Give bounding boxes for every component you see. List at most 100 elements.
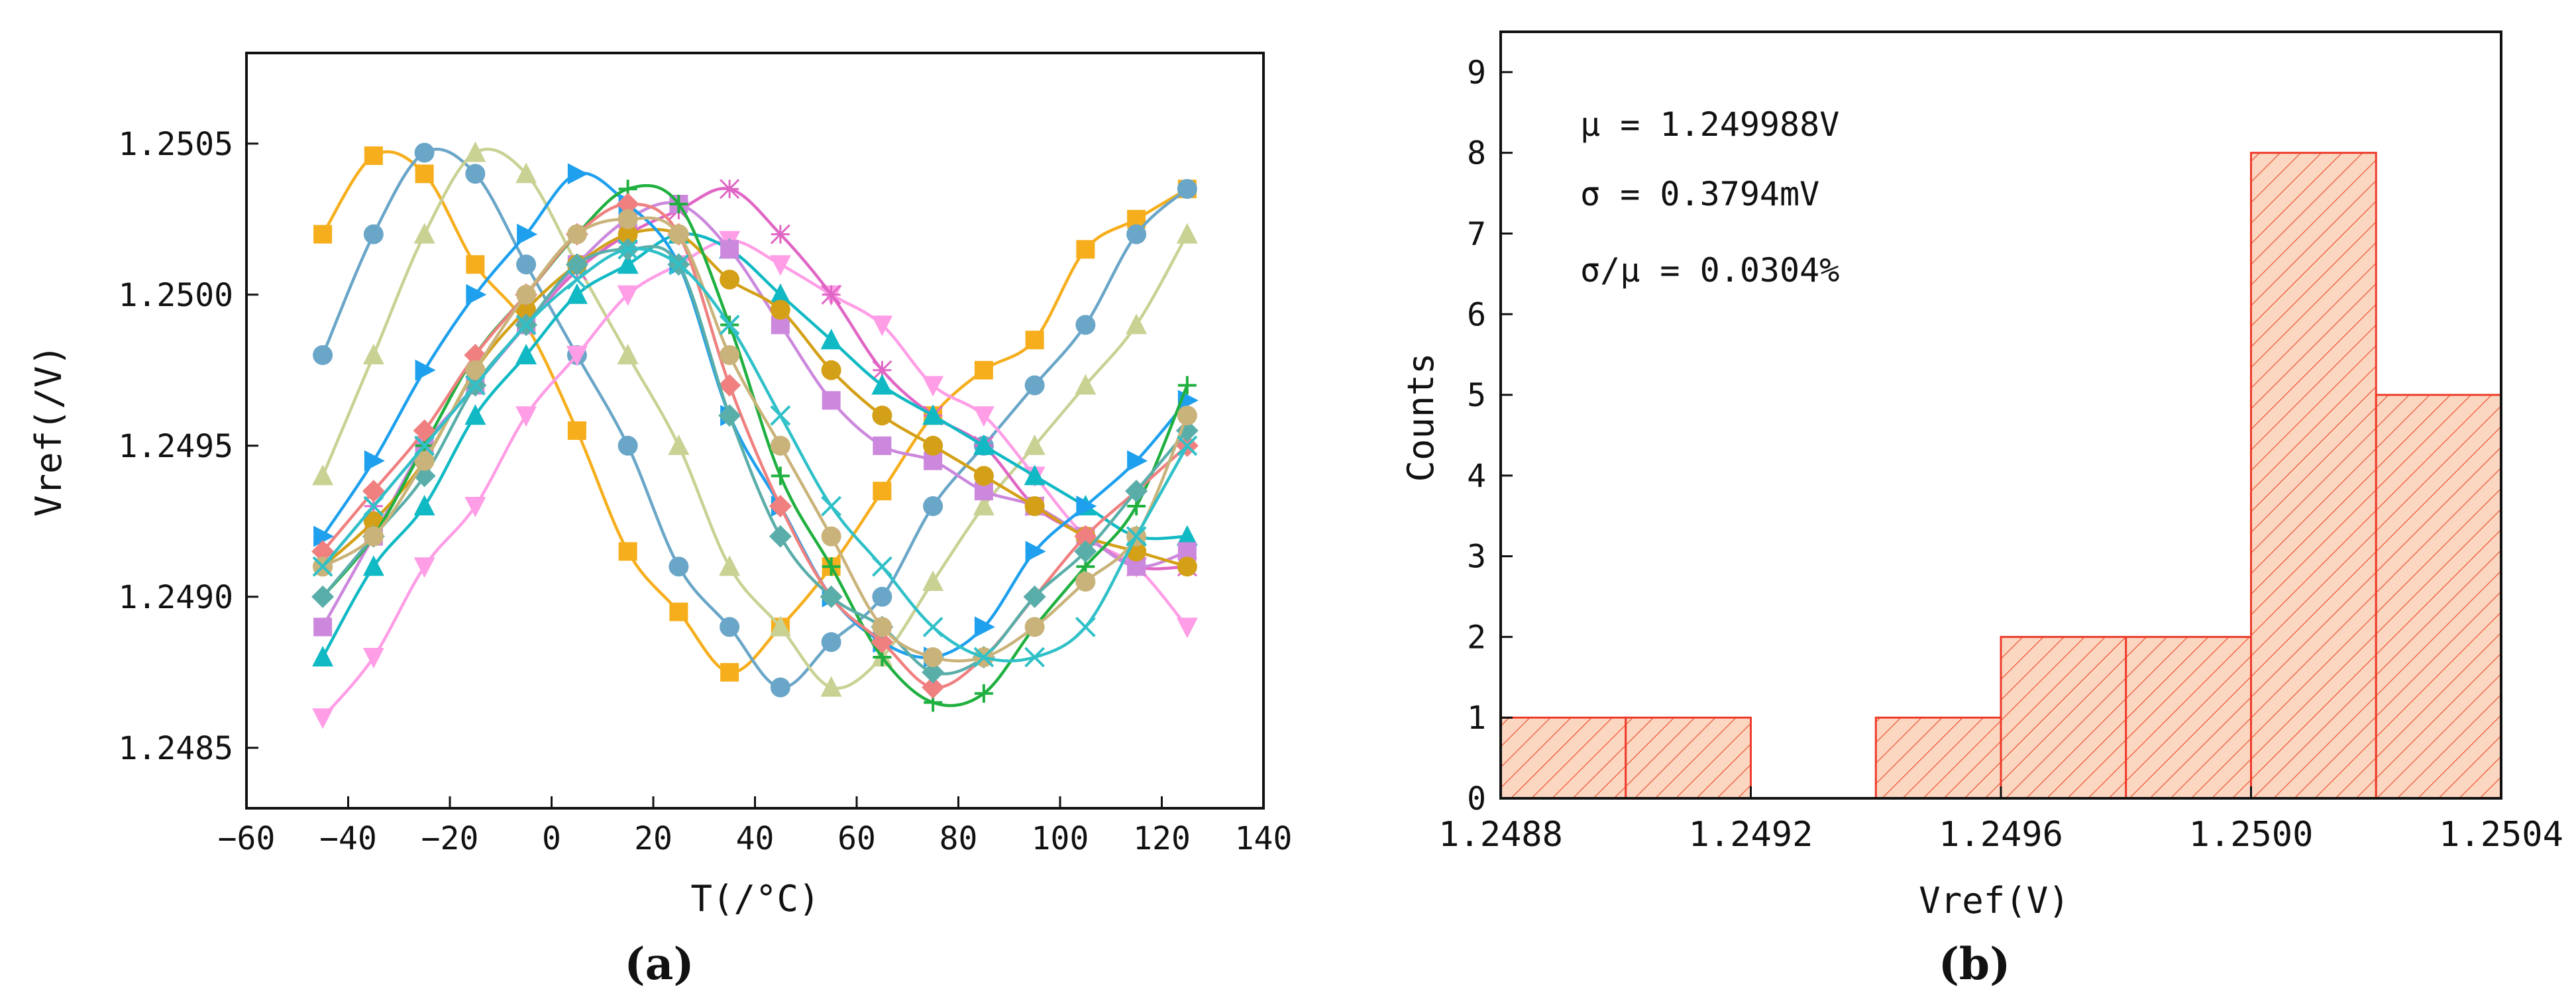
histogram-bar-hatch	[2000, 635, 2127, 800]
y-tick-label-b: 4	[1467, 458, 1486, 495]
series-chip-12	[311, 238, 1199, 684]
y-tick-label-b: 7	[1467, 215, 1486, 252]
data-point-marker	[1025, 541, 1046, 562]
data-point-marker	[312, 708, 334, 729]
data-point-marker	[311, 540, 335, 563]
data-point-marker	[413, 495, 435, 515]
data-point-marker	[362, 480, 385, 503]
x-tick-label-a: −20	[421, 820, 479, 857]
x-tick-label-b: 1.2488	[1438, 815, 1563, 855]
data-point-marker	[363, 496, 384, 517]
data-point-marker	[873, 482, 892, 501]
series-line	[321, 184, 1189, 708]
y-tick-label-b: 1	[1467, 700, 1486, 737]
y-tick-label-b: 5	[1467, 377, 1486, 414]
series-line	[321, 244, 1189, 676]
x-axis-label-a: T(/°C)	[690, 878, 820, 920]
data-point-marker	[617, 253, 639, 274]
data-point-marker	[311, 585, 335, 608]
data-point-marker	[669, 556, 689, 577]
series-line	[321, 202, 1189, 690]
data-point-marker	[871, 315, 893, 337]
series-chip-14	[312, 238, 1198, 668]
data-point-marker	[872, 586, 892, 607]
data-point-marker	[821, 496, 842, 517]
data-point-marker	[618, 542, 637, 561]
data-point-marker	[769, 255, 791, 276]
data-point-marker	[515, 314, 537, 335]
data-point-marker	[821, 360, 841, 380]
data-point-marker	[1024, 617, 1045, 637]
data-point-marker	[1024, 496, 1045, 516]
data-point-marker	[1024, 434, 1046, 455]
data-point-marker	[517, 223, 538, 245]
y-axis-label-a: Vref(/V)	[28, 344, 70, 517]
data-point-marker	[872, 405, 892, 426]
data-point-marker	[718, 374, 741, 397]
data-point-marker	[720, 617, 740, 637]
data-point-marker	[872, 617, 892, 637]
x-tick-label-b: 1.2492	[1689, 815, 1813, 855]
data-point-marker	[1126, 224, 1147, 244]
x-tick-label-a: 80	[939, 820, 978, 857]
data-point-marker	[414, 142, 435, 163]
y-tick-label-a: 1.2495	[119, 428, 233, 465]
data-point-marker	[567, 163, 588, 185]
histogram-bars	[1499, 152, 2502, 800]
stat-sigma: σ = 0.3794mV	[1580, 175, 1819, 213]
data-point-marker	[617, 224, 638, 244]
data-point-marker	[922, 376, 944, 397]
x-tick-label-a: 60	[837, 820, 876, 857]
data-point-marker	[414, 435, 435, 456]
series-line	[321, 171, 1189, 659]
data-point-marker	[821, 632, 841, 653]
data-point-marker	[1024, 375, 1045, 396]
data-point-marker	[923, 496, 943, 516]
data-point-marker	[669, 224, 689, 244]
data-point-marker	[1074, 540, 1097, 563]
caption-b: (b)	[1939, 938, 2011, 990]
data-point-marker	[973, 495, 994, 515]
data-point-marker	[770, 677, 790, 698]
data-point-marker	[566, 346, 588, 366]
plot-frame-a	[245, 52, 1265, 810]
data-point-marker	[1125, 480, 1148, 503]
y-tick-label-a: 1.2505	[119, 126, 233, 163]
data-point-marker	[617, 435, 638, 456]
data-point-marker	[820, 329, 842, 350]
y-tick-label-b: 0	[1467, 780, 1486, 818]
data-point-marker	[668, 434, 690, 455]
histogram-bar-hatch	[1874, 716, 2002, 800]
line-chart-panel-a: −60 −40 −20 0 20 40 60 80 100 120 140 1.2485 1.2490…	[28, 52, 1292, 990]
x-tick-label-b: 1.2496	[1939, 815, 2063, 855]
y-tick-label-a: 1.2490	[119, 579, 233, 616]
y-axis-ticks-b: 0 1 2 3 4 5 6 7 8 9	[1467, 54, 1513, 818]
data-point-marker	[516, 299, 537, 320]
x-axis-ticks-a: −60 −40 −20 0 20 40 60 80 100 120 140	[218, 796, 1292, 857]
data-point-marker	[1075, 374, 1097, 395]
data-point-marker	[414, 450, 435, 471]
series-chip-5	[313, 179, 1197, 577]
data-point-marker	[1126, 313, 1148, 335]
data-point-marker	[616, 193, 639, 215]
data-point-marker	[617, 344, 639, 364]
data-point-marker	[770, 405, 791, 426]
data-point-marker	[464, 497, 486, 517]
data-point-marker	[922, 570, 944, 591]
data-point-marker	[566, 269, 588, 290]
data-point-marker	[364, 146, 383, 166]
histogram-bar-hatch	[2250, 152, 2377, 800]
data-point-marker	[770, 224, 790, 244]
y-tick-label-b: 3	[1467, 539, 1486, 576]
data-point-marker	[566, 283, 588, 304]
series-chip-3	[312, 141, 1198, 697]
data-point-marker	[871, 556, 892, 577]
data-point-marker	[871, 374, 893, 395]
data-point-marker	[769, 615, 791, 637]
data-point-marker	[1075, 315, 1096, 335]
data-point-marker	[1024, 647, 1046, 668]
data-point-marker	[669, 602, 688, 621]
data-point-marker	[922, 616, 943, 637]
data-point-marker	[364, 450, 385, 472]
data-point-marker	[923, 647, 943, 667]
